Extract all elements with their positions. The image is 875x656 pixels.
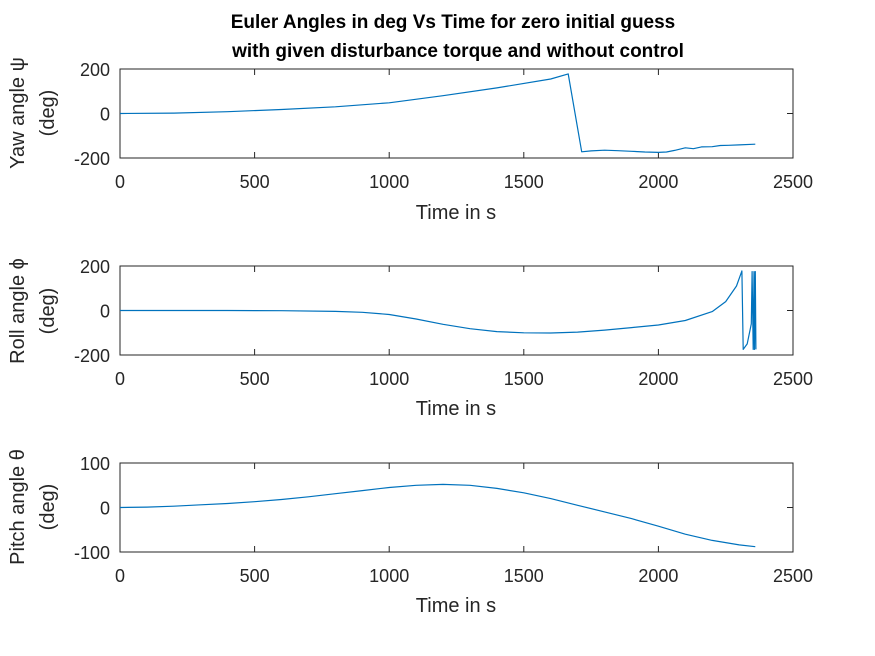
yaw-x-tick-label: 1000 (369, 172, 409, 192)
pitch-x-tick-label: 0 (115, 566, 125, 586)
pitch-x-tick-label: 500 (240, 566, 270, 586)
pitch-y-tick-label: 100 (80, 454, 110, 474)
pitch-x-tick-label: 1500 (504, 566, 544, 586)
pitch-y-axis-label-line-1: Pitch angle θ (7, 449, 29, 565)
yaw-x-tick-label: 500 (240, 172, 270, 192)
roll-x-tick-label: 0 (115, 369, 125, 389)
roll-y-tick-label: -200 (74, 346, 110, 366)
pitch-plot-area (119, 462, 794, 553)
roll-y-tick-label: 0 (100, 302, 110, 322)
yaw-y-tick-label: -200 (74, 149, 110, 169)
yaw-x-axis-label: Time in s (416, 202, 496, 224)
pitch-x-tick-label: 1000 (369, 566, 409, 586)
roll-x-tick-label: 500 (240, 369, 270, 389)
roll-series-line (120, 270, 757, 350)
pitch-x-tick-label: 2500 (773, 566, 813, 586)
yaw-x-tick-label: 2000 (638, 172, 678, 192)
yaw-y-tick-label: 0 (100, 105, 110, 125)
chart-title-line-1: Euler Angles in deg Vs Time for zero ini… (231, 12, 676, 33)
roll-x-tick-label: 1500 (504, 369, 544, 389)
yaw-y-axis-label-line-1: Yaw angle ψ (7, 57, 29, 169)
pitch-x-tick-label: 2000 (638, 566, 678, 586)
roll-y-axis-label-line-2: (deg) (37, 288, 59, 335)
roll-x-axis-label: Time in s (416, 398, 496, 420)
roll-x-tick-label: 2000 (638, 369, 678, 389)
yaw-y-axis-label-line-2: (deg) (37, 90, 59, 137)
roll-x-tick-label: 1000 (369, 369, 409, 389)
pitch-series-line (119, 483, 756, 548)
chart-title-line-2: with given disturbance torque and withou… (231, 41, 684, 62)
roll-x-tick-label: 2500 (773, 369, 813, 389)
pitch-x-axis-label: Time in s (416, 595, 496, 617)
yaw-x-tick-label: 2500 (773, 172, 813, 192)
yaw-series-line (119, 73, 756, 153)
yaw-plot-area (119, 68, 794, 159)
roll-y-axis-label-line-1: Roll angle ϕ (7, 258, 29, 364)
yaw-x-tick-label: 0 (115, 172, 125, 192)
yaw-x-tick-label: 1500 (504, 172, 544, 192)
yaw-y-tick-label: 200 (80, 60, 110, 80)
pitch-y-tick-label: -100 (74, 543, 110, 563)
pitch-y-tick-label: 0 (100, 499, 110, 519)
pitch-y-axis-label-line-2: (deg) (37, 484, 59, 531)
roll-y-tick-label: 200 (80, 257, 110, 277)
